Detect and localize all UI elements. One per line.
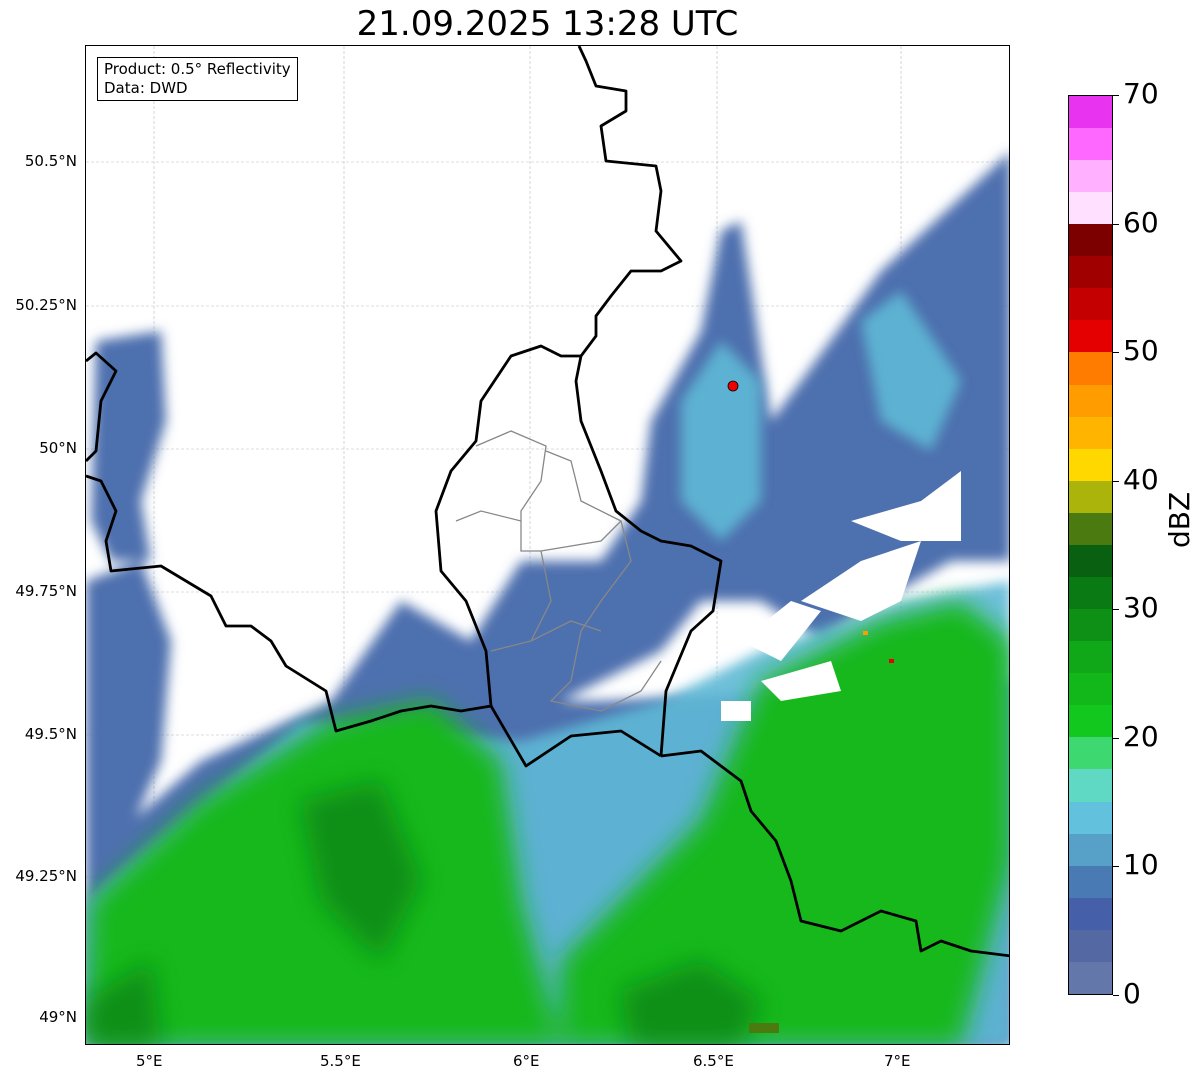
colorbar-bin [1069,320,1112,353]
canton-borders [455,430,662,712]
colorbar-tick-label: 60 [1123,205,1159,239]
colorbar-bin [1069,384,1112,417]
reflectivity-echoes [86,152,1009,1044]
lat-tick: 49.75°N [15,582,77,600]
colorbar-bin [1069,224,1112,257]
colorbar-bin [1069,544,1112,577]
country-borders [86,46,1009,958]
colorbar-bin [1069,192,1112,225]
lat-tick: 49.5°N [24,725,77,743]
colorbar-bin [1069,159,1112,193]
radar-map-canvas [86,46,1009,1044]
colorbar-tick-label: 20 [1123,719,1159,753]
colorbar-bin [1069,833,1112,866]
colorbar-bin [1069,609,1112,642]
lon-tick: 6.5°E [693,1052,734,1070]
product-info-box: Product: 0.5° Reflectivity Data: DWD [97,57,298,101]
colorbar-tick-mark [1113,223,1119,225]
map-title: 21.09.2025 13:28 UTC [356,4,739,44]
lon-tick: 5.5°E [320,1052,361,1070]
colorbar-bin [1069,576,1112,610]
colorbar-tick-mark [1113,95,1119,96]
colorbar-bin [1069,961,1112,994]
colorbar-bin [1069,416,1112,449]
data-source-label: Data: DWD [104,79,188,97]
colorbar-tick-label: 30 [1123,591,1159,625]
colorbar-bin [1069,865,1112,898]
colorbar-bin [1069,480,1112,513]
lat-tick: 50.5°N [24,152,77,170]
colorbar-tick-mark [1113,609,1119,611]
lon-tick: 6°E [513,1052,540,1070]
colorbar-bin [1069,448,1112,481]
colorbar-bin [1069,737,1112,770]
lat-tick: 50°N [39,439,77,457]
lon-tick: 5°E [136,1052,163,1070]
colorbar-bin [1069,673,1112,706]
lat-tick: 50.25°N [15,296,77,314]
radar-map[interactable] [85,45,1010,1045]
colorbar [1068,95,1113,995]
colorbar-bin [1069,512,1112,545]
colorbar-bin [1069,256,1112,289]
colorbar-bin [1069,288,1112,321]
colorbar-bin [1069,95,1112,128]
lat-tick: 49.25°N [15,867,77,885]
colorbar-tick-mark [1113,352,1119,354]
colorbar-unit-label: dBZ [1163,491,1196,548]
colorbar-tick-label: 40 [1123,462,1159,496]
colorbar-tick-label: 10 [1123,848,1159,882]
colorbar-tick-label: 70 [1123,77,1159,110]
colorbar-tick-mark [1113,866,1119,868]
lat-tick: 49°N [39,1008,77,1026]
colorbar-tick-label: 0 [1123,977,1141,1010]
radar-site-marker [727,380,739,392]
colorbar-bin [1069,801,1112,834]
product-label: Product: 0.5° Reflectivity [104,60,291,78]
colorbar-bin [1069,897,1112,930]
colorbar-bin [1069,705,1112,738]
colorbar-tick-label: 50 [1123,334,1159,368]
colorbar-bin [1069,769,1112,802]
colorbar-bin [1069,641,1112,674]
colorbar-bin [1069,929,1112,962]
colorbar-bin [1069,127,1112,160]
colorbar-tick-mark [1113,737,1119,739]
colorbar-tick-mark [1113,995,1119,996]
lon-tick: 7°E [884,1052,911,1070]
colorbar-tick-mark [1113,480,1119,482]
colorbar-bin [1069,352,1112,385]
